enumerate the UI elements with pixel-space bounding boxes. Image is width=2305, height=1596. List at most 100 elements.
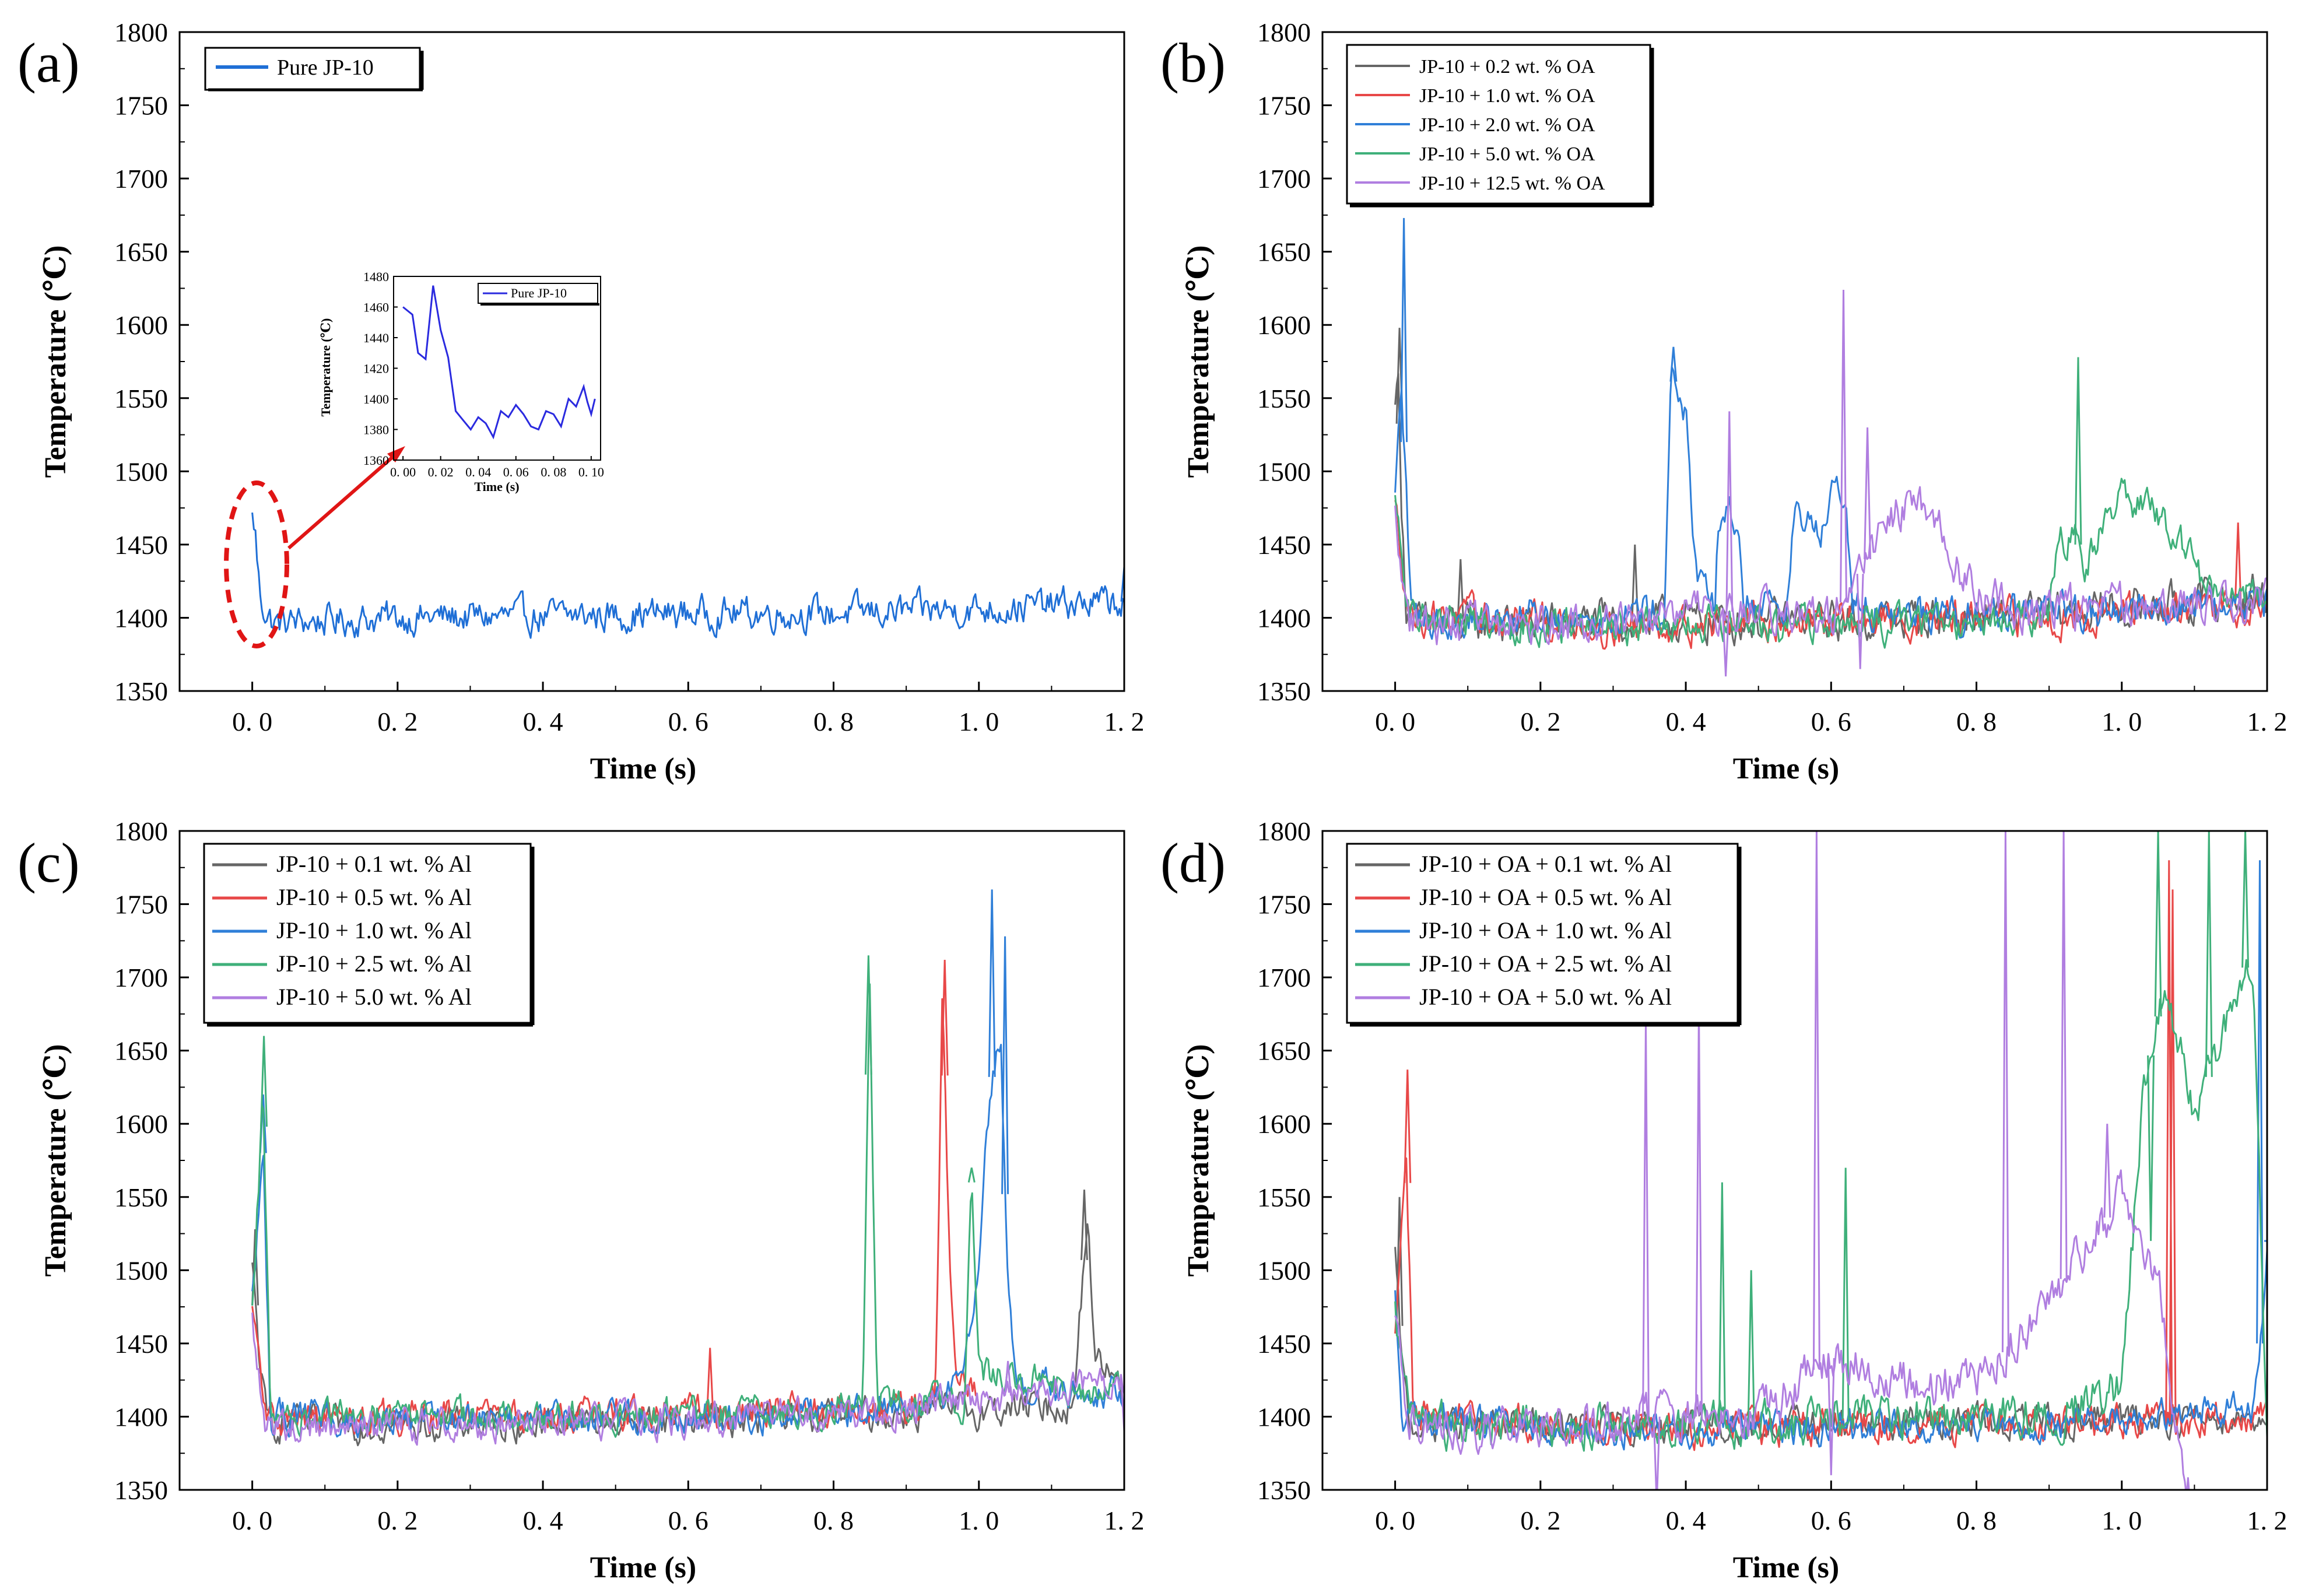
panel-b-y-tick-label: 1550 [1257, 384, 1311, 413]
panel-a-inset-y-axis: 1360 1380 1400 1420 1440 1460 1480 [363, 269, 398, 468]
panel-d-x-tick-label: 0. 2 [1520, 1506, 1560, 1535]
panel-d-y-tick-label: 1750 [1257, 890, 1311, 920]
panel-c-series-line-3 [251, 1044, 1124, 1439]
panel-c-y-tick-label: 1650 [114, 1036, 168, 1066]
panel-b-x-axis: 0. 0 0. 2 0. 4 0. 6 0. 8 1. 0 1. 2 [1375, 682, 2288, 736]
panel-a-y-tick-label: 1350 [114, 676, 168, 706]
panel-d-legend-label-3: JP-10 + OA + 1.0 wt. % Al [1419, 917, 1672, 943]
panel-c-x-tick-label: 0. 4 [523, 1506, 563, 1535]
panel-b-y-tick-label: 1500 [1257, 457, 1311, 486]
panel-b-x-tick-label: 1. 0 [2101, 707, 2142, 736]
panel-b-x-tick-label: 0. 0 [1375, 707, 1415, 736]
panel-a-inset: 0. 00 0. 02 0. 04 0. 06 0. 08 0. 10 136013801… [318, 269, 604, 494]
panel-b-x-tick-label: 0. 6 [1811, 707, 1851, 736]
panel-a-inset-y-title: Temperature (℃) [318, 318, 333, 417]
panel-d: 0. 0 0. 2 0. 4 0. 6 0. 8 1. 0 1. 2 1350 1400 145… [1160, 816, 2288, 1584]
panel-b-series-1-spike-2 [1631, 544, 1639, 622]
panel-c-x-tick-label: 0. 8 [813, 1506, 854, 1535]
panel-d-y-tick-label: 1450 [1257, 1329, 1311, 1359]
panel-d-series-2-spike-3 [2169, 889, 2177, 1420]
panel-a-y-tick-label: 1550 [114, 384, 168, 413]
panel-b-series-5-spike-2 [1725, 411, 1734, 612]
panel-d-series [1394, 831, 2267, 1490]
panel-d-series-line-5 [1394, 1169, 2190, 1490]
panel-d-series-4-spike-1 [1718, 1182, 1726, 1422]
panel-a-inset-legend: Pure JP-10 [478, 283, 599, 306]
panel-b-legend-label-4: JP-10 + 5.0 wt. % OA [1419, 143, 1595, 165]
panel-d-y-tick-label: 1400 [1257, 1402, 1311, 1432]
panel-c-y-tick-label: 1400 [114, 1402, 168, 1432]
panel-d-series-4-spike-2 [1841, 1167, 1850, 1420]
panel-a-inset-x-tick-label: 0. 10 [578, 465, 604, 479]
panel-c-legend-label-3: JP-10 + 1.0 wt. % Al [276, 917, 472, 943]
panel-d-x-tick-label: 0. 6 [1811, 1506, 1851, 1535]
panel-c-series-3-spike-3 [1001, 936, 1009, 1194]
panel-a-series-1-spike-1 [1120, 566, 1124, 602]
panel-a-tag: (a) [17, 31, 80, 94]
panel-d-series-4-spike-6 [2241, 831, 2250, 968]
panel-b-series-5-spike-4 [1722, 611, 1730, 676]
panel-b-x-tick-label: 0. 4 [1666, 707, 1706, 736]
panel-b-x-tick-label: 0. 2 [1520, 707, 1560, 736]
panel-a-y-tick-label: 1800 [114, 17, 168, 47]
panel-a-inset-series [402, 285, 596, 440]
panel-a-inset-legend-label: Pure JP-10 [511, 286, 567, 300]
panel-b-series-5-spike-5 [1856, 574, 1864, 669]
panel-a-legend-label: Pure JP-10 [277, 55, 374, 80]
panel-d-series-5-spike-4 [2001, 831, 2009, 1353]
panel-d-x-tick-label: 1. 2 [2247, 1506, 2288, 1535]
panel-a-legend: Pure JP-10 [204, 47, 424, 92]
panel-b-legend-label-1: JP-10 + 0.2 wt. % OA [1419, 56, 1595, 78]
panel-c: 0. 0 0. 2 0. 4 0. 6 0. 8 1. 0 1. 2 1350 1400 145… [17, 816, 1145, 1584]
panel-d-series-5-spike-5 [2060, 831, 2068, 1279]
panel-c-y-tick-label: 1800 [114, 816, 168, 846]
panel-b-legend-label-5: JP-10 + 12.5 wt. % OA [1419, 173, 1605, 194]
panel-c-y-tick-label: 1550 [114, 1183, 168, 1212]
panel-c-series-2-spike-2 [941, 959, 949, 1076]
panel-c-series-5-spike-1 [1004, 1360, 1012, 1396]
panel-c-series [251, 889, 1124, 1447]
panel-c-legend: JP-10 + 0.1 wt. % Al JP-10 + 0.5 wt. % Al… [203, 843, 535, 1027]
panel-c-y-tick-label: 1500 [114, 1255, 168, 1285]
panel-b: 0. 0 0. 2 0. 4 0. 6 0. 8 1. 0 1. 2 1350 1400 145… [1160, 17, 2288, 785]
panel-b-x-axis-title: Time (s) [1733, 752, 1839, 785]
panel-a-x-tick-label: 0. 4 [523, 707, 563, 736]
panel-b-y-tick-label: 1350 [1257, 676, 1311, 706]
panel-c-x-axis-title: Time (s) [590, 1551, 696, 1584]
panel-d-y-tick-label: 1350 [1257, 1475, 1311, 1505]
panel-c-x-tick-label: 0. 2 [377, 1506, 418, 1535]
panel-a-inset-x-tick-label: 0. 08 [541, 465, 566, 479]
panel-d-series-5-spike-3 [1812, 831, 1820, 1370]
panel-a-y-tick-label: 1600 [114, 310, 168, 340]
panel-c-y-tick-label: 1750 [114, 890, 168, 920]
panel-b-y-tick-label: 1800 [1257, 17, 1311, 47]
panel-d-series-4-spike-7 [2147, 1055, 2155, 1241]
panel-b-tag: (b) [1160, 31, 1226, 94]
panel-b-series-1-spike-4 [2248, 573, 2257, 598]
panel-b-series [1394, 218, 2267, 676]
panel-c-tag: (c) [17, 832, 80, 894]
panel-a-y-axis: 1350 1400 1450 1500 1550 1600 1650 1700 1750 1800 [114, 17, 189, 706]
panel-d-x-axis-title: Time (s) [1733, 1551, 1839, 1584]
panel-a-inset-y-tick-label: 1480 [363, 269, 389, 284]
panel-d-x-axis: 0. 0 0. 2 0. 4 0. 6 0. 8 1. 0 1. 2 [1375, 1481, 2288, 1535]
panel-b-legend: JP-10 + 0.2 wt. % OA JP-10 + 1.0 wt. % OA… [1346, 44, 1654, 208]
panel-a-inset-y-tick-label: 1360 [363, 453, 389, 468]
panel-b-y-tick-label: 1650 [1257, 237, 1311, 267]
panel-d-series-4-spike-3 [1747, 1270, 1755, 1422]
panel-d-series-5-spike-8 [1827, 1358, 1835, 1475]
panel-b-legend-label-3: JP-10 + 2.0 wt. % OA [1419, 114, 1595, 136]
panel-a: 0. 0 0. 2 0. 4 0. 6 0. 8 1. 0 1. 2 1350 1400 145… [17, 17, 1145, 785]
panel-a-inset-x-tick-label: 0. 04 [465, 465, 491, 479]
panel-a-inset-x-title: Time (s) [474, 479, 519, 494]
panel-a-inset-arrow [287, 452, 398, 550]
panel-d-y-tick-label: 1700 [1257, 963, 1311, 992]
panel-d-y-tick-label: 1650 [1257, 1036, 1311, 1066]
panel-a-x-tick-label: 0. 2 [377, 707, 418, 736]
panel-a-x-axis: 0. 0 0. 2 0. 4 0. 6 0. 8 1. 0 1. 2 [232, 682, 1145, 736]
panel-c-x-tick-label: 1. 0 [959, 1506, 999, 1535]
panel-d-legend-label-1: JP-10 + OA + 0.1 wt. % Al [1419, 851, 1672, 877]
panel-b-y-tick-label: 1450 [1257, 530, 1311, 560]
panel-a-y-tick-label: 1700 [114, 164, 168, 194]
panel-a-inset-y-tick-label: 1440 [363, 331, 389, 345]
